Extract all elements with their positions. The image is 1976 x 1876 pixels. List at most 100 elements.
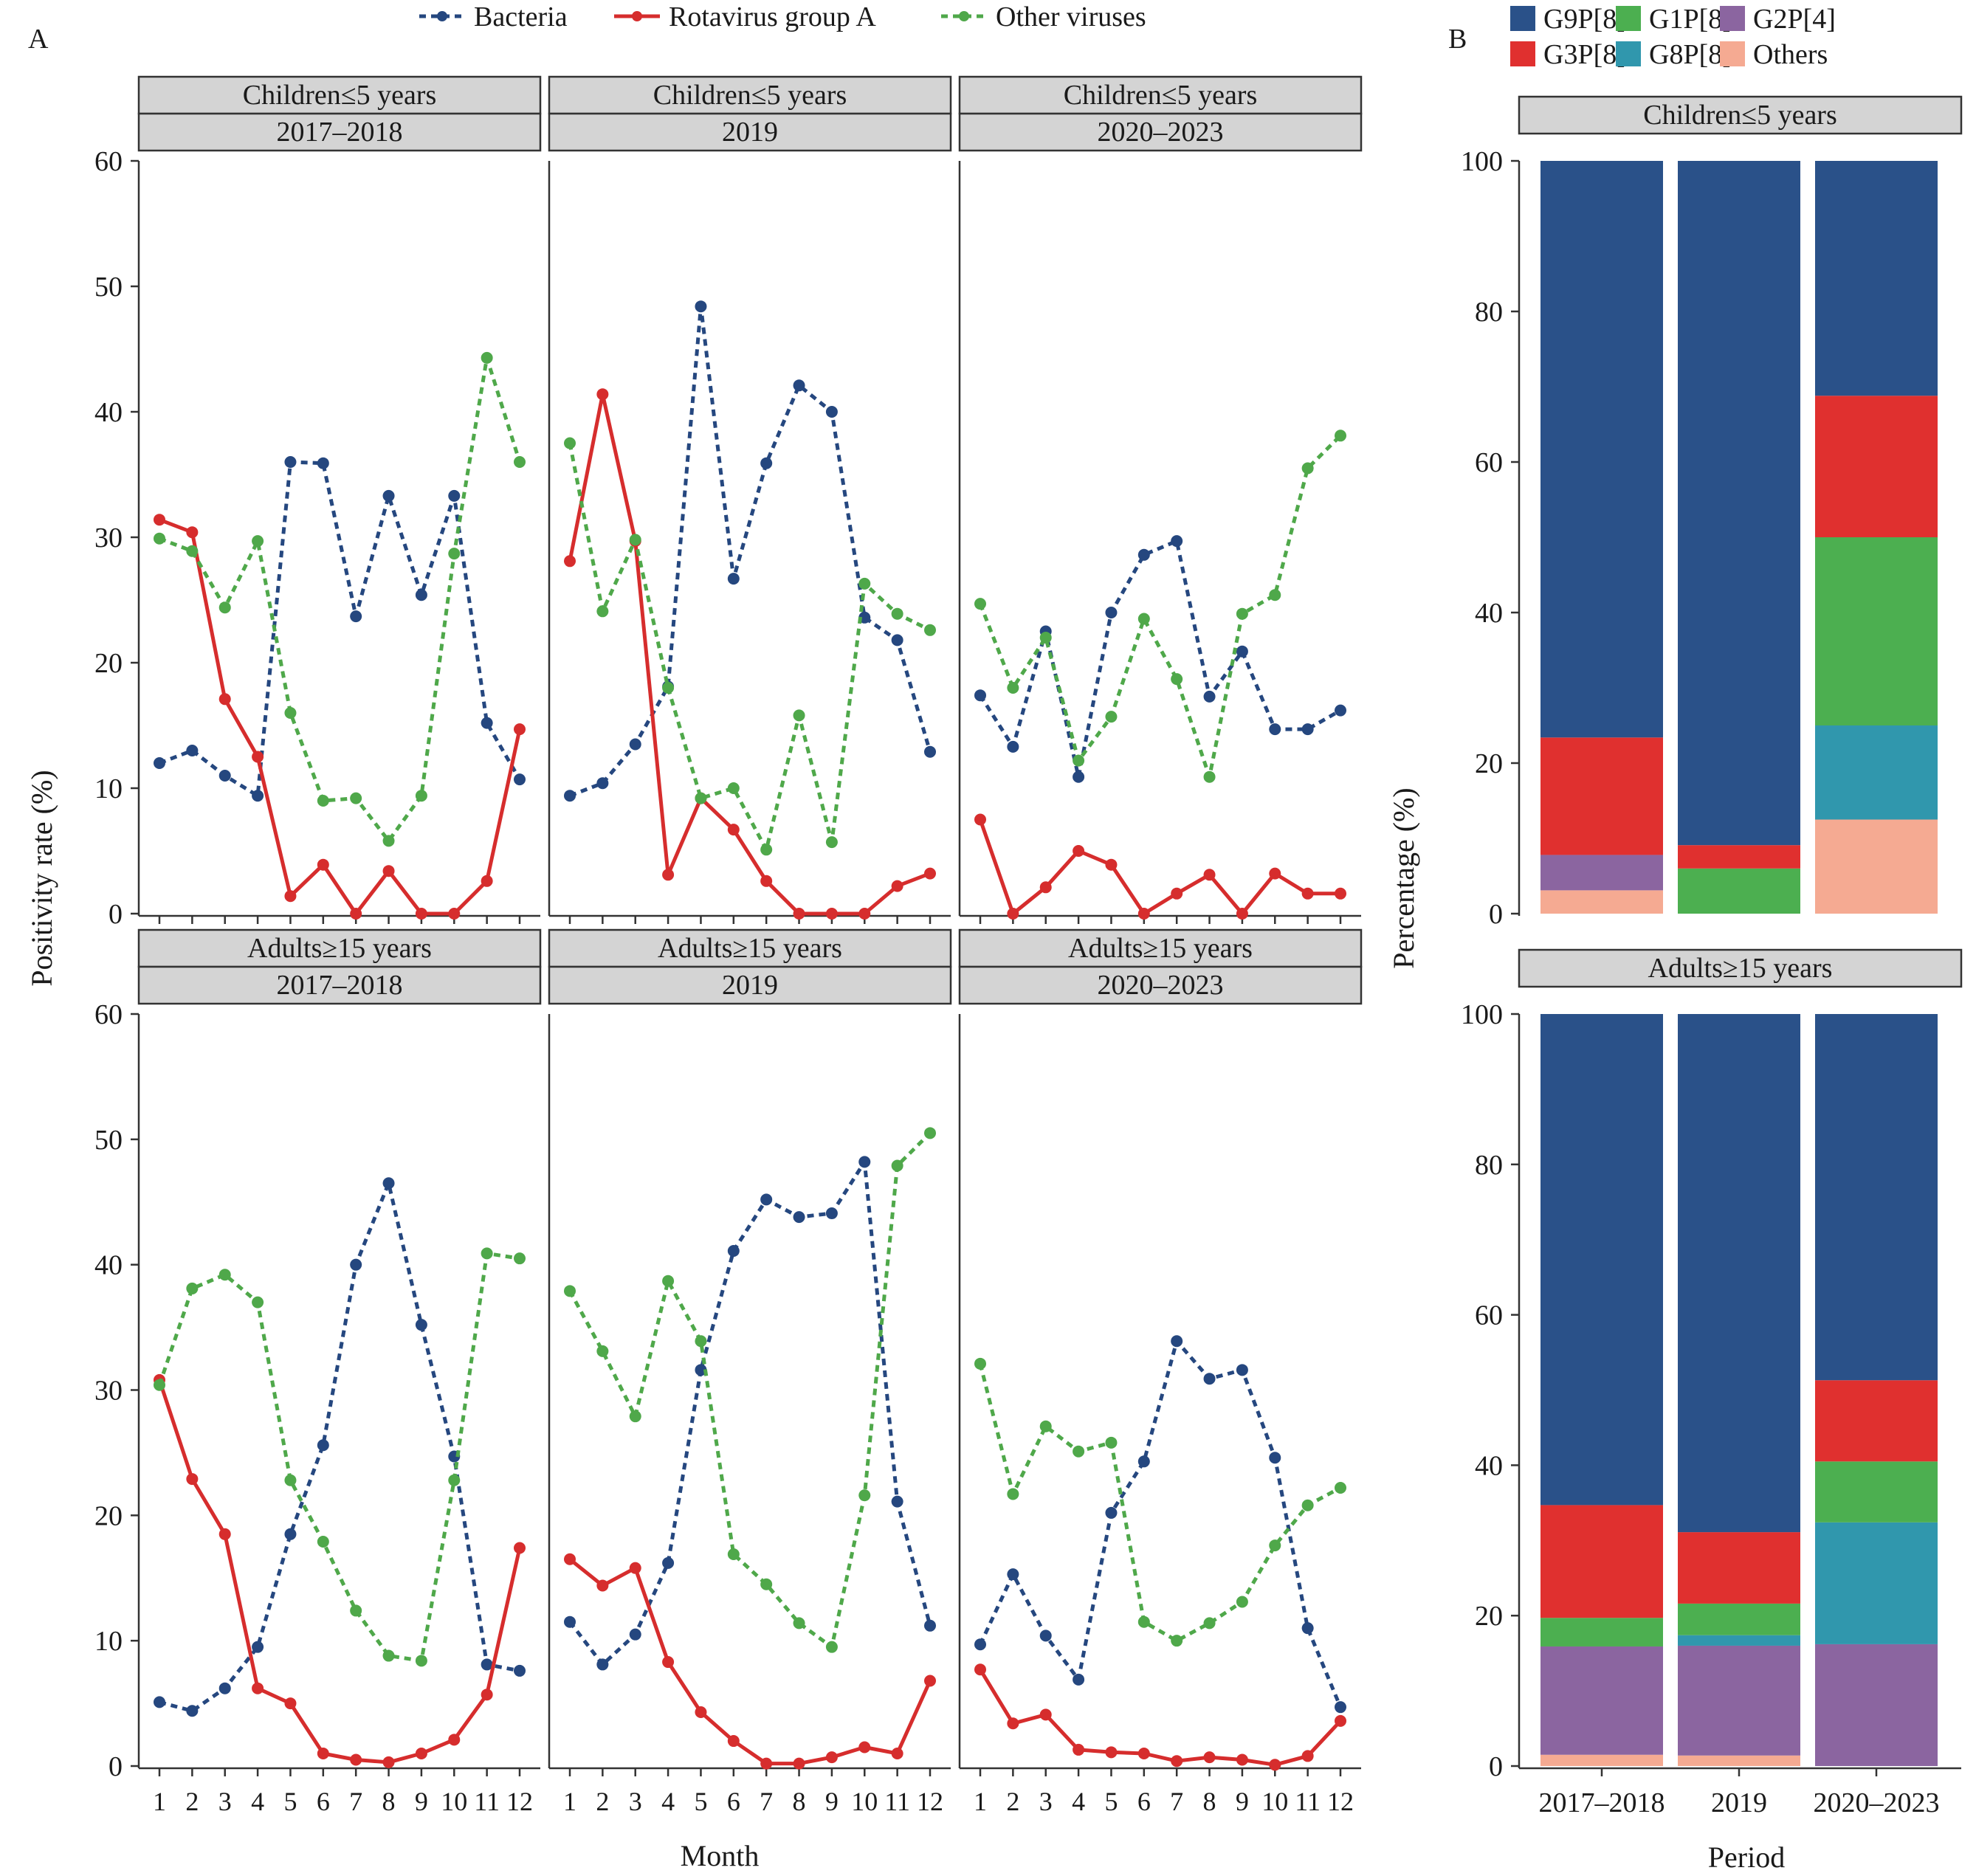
series-line — [569, 304, 932, 798]
series-line — [978, 1363, 1342, 1643]
data-point — [382, 1649, 395, 1662]
data-point — [662, 869, 675, 881]
data-point — [1171, 535, 1183, 548]
data-point — [1203, 1617, 1216, 1630]
series-line — [568, 1159, 932, 1666]
stacked-bar-segment — [1678, 1635, 1800, 1646]
data-point — [564, 790, 576, 802]
data-point — [415, 908, 427, 920]
x-tick-label: 11 — [474, 1787, 500, 1816]
panel-a-y-axis-label: Positivity rate (%) — [25, 770, 58, 986]
data-point — [1236, 645, 1248, 658]
data-point — [891, 880, 903, 892]
data-point — [793, 379, 805, 392]
y-tick-label: 80 — [1475, 297, 1503, 328]
data-point — [284, 890, 297, 903]
x-tick-label: 3 — [629, 1787, 642, 1816]
data-point — [415, 1748, 427, 1760]
y-tick-label: 20 — [94, 648, 123, 679]
legend-genotype-label: G9P[8] — [1543, 4, 1626, 35]
x-tick-label: 9 — [1236, 1787, 1249, 1816]
data-point — [924, 1619, 936, 1632]
data-point — [1137, 1455, 1150, 1468]
x-tick-label: 3 — [1039, 1787, 1053, 1816]
y-tick-label: 30 — [94, 1376, 123, 1407]
legend-line-marker — [632, 11, 642, 21]
data-point — [350, 908, 362, 920]
x-tick-label: 6 — [1137, 1787, 1151, 1816]
data-point — [382, 1756, 395, 1768]
data-point — [218, 1528, 231, 1540]
data-point — [1269, 867, 1281, 880]
data-point — [1335, 430, 1346, 442]
y-tick-label: 0 — [1489, 899, 1503, 930]
stacked-bar-segment — [1815, 1644, 1938, 1766]
data-point — [974, 689, 986, 702]
y-tick-label: 60 — [1475, 447, 1503, 478]
data-point — [924, 1675, 936, 1687]
data-point — [218, 770, 231, 782]
series-line — [978, 434, 1342, 779]
data-point — [793, 1211, 805, 1224]
facet-strip-period — [548, 112, 952, 152]
data-point — [793, 709, 805, 722]
legend-genotypes: G9P[8] G1P[8] G2P[4] G3P[8] G8P[8] Others — [1510, 4, 1836, 70]
data-point — [481, 1658, 493, 1671]
x-tick-label: 7 — [349, 1787, 362, 1816]
data-point — [629, 1410, 641, 1423]
data-point — [596, 605, 609, 618]
data-point — [1007, 1488, 1019, 1500]
data-point — [1236, 1753, 1248, 1766]
data-point — [727, 1548, 740, 1560]
x-tick-label: 1 — [153, 1787, 166, 1816]
data-point — [1171, 673, 1183, 686]
data-point — [596, 388, 609, 401]
data-point — [1335, 704, 1346, 717]
y-tick-label: 40 — [94, 397, 123, 428]
series-line — [978, 1339, 1343, 1708]
facet-strip-group-label: Adults≥15 years — [658, 933, 842, 964]
x-tick-label: 2020–2023 — [1814, 1787, 1940, 1818]
data-point — [252, 751, 264, 763]
data-point — [695, 1364, 707, 1376]
facet-line-chart: Children≤5 years2017–2018123456789101112… — [94, 75, 542, 964]
y-tick-label: 40 — [1475, 1450, 1503, 1481]
x-tick-label: 1 — [974, 1787, 987, 1816]
data-point — [1269, 589, 1281, 601]
data-point — [760, 1193, 773, 1206]
data-point — [793, 1617, 805, 1630]
data-point — [564, 1553, 576, 1565]
data-point — [1073, 1445, 1085, 1458]
data-point — [1007, 740, 1019, 753]
data-point — [727, 1735, 740, 1748]
data-point — [825, 1207, 838, 1220]
data-point — [858, 577, 871, 590]
x-tick-label: 1 — [563, 1787, 576, 1816]
x-tick-label: 2019 — [1711, 1787, 1767, 1818]
data-point — [481, 875, 493, 887]
data-point — [1073, 754, 1085, 767]
data-point — [317, 1535, 329, 1548]
facet-stacked-bar-chart: Adults≥15 years 0 20 40 60 80 100 2017–2018 2019… — [1461, 948, 1963, 1818]
facet-strip-group — [137, 928, 542, 968]
series-line — [568, 392, 931, 916]
data-point — [1236, 1364, 1248, 1376]
facet-strip-group — [1518, 948, 1963, 988]
data-point — [448, 1734, 461, 1746]
x-tick-label: 12 — [506, 1787, 533, 1816]
stacked-bar-segment — [1815, 1380, 1938, 1462]
data-point — [760, 1757, 773, 1770]
data-point — [1039, 1630, 1052, 1642]
data-point — [350, 1753, 362, 1766]
data-point — [695, 1706, 707, 1718]
data-point — [1137, 1615, 1150, 1628]
data-point — [858, 1489, 871, 1502]
data-point — [415, 1655, 427, 1667]
series-line — [159, 356, 522, 843]
data-point — [1007, 1568, 1019, 1581]
data-point — [1073, 845, 1085, 857]
data-point — [662, 682, 675, 694]
data-point — [252, 1641, 264, 1653]
data-point — [382, 489, 395, 502]
